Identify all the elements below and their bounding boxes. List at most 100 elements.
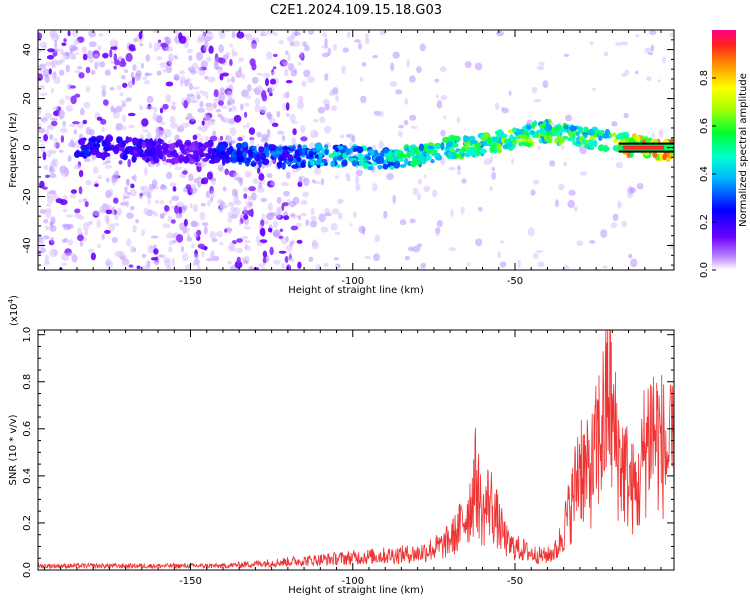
speckle-mark xyxy=(67,155,72,162)
speckle-mark xyxy=(54,39,58,49)
speckle-mark xyxy=(226,90,233,99)
speckle-mark xyxy=(97,244,101,249)
speckle-mark xyxy=(52,106,59,111)
speckle-mark xyxy=(43,164,49,170)
speckle-mark xyxy=(227,260,232,265)
ridge-mark xyxy=(113,148,119,155)
speckle-mark xyxy=(299,176,303,184)
speckle-mark xyxy=(139,42,144,47)
speckle-mark xyxy=(262,267,266,270)
speckle-mark xyxy=(264,78,270,87)
speckle-mark xyxy=(125,52,133,62)
ridge-mark xyxy=(457,148,466,154)
speckle-mark xyxy=(337,212,343,220)
ridge-mark xyxy=(520,134,528,140)
speckle-mark xyxy=(218,44,224,54)
speckle-mark xyxy=(163,47,169,51)
speckle-mark xyxy=(221,72,229,77)
speckle-mark xyxy=(320,226,329,233)
ridge-mark xyxy=(509,134,514,142)
ridge-mark xyxy=(84,148,90,157)
speckle-mark xyxy=(212,255,220,262)
speckle-mark xyxy=(233,114,242,123)
speckle-mark xyxy=(148,183,156,190)
ridge-mark xyxy=(397,158,405,162)
speckle-mark xyxy=(203,115,211,121)
speckle-mark xyxy=(141,253,147,258)
speckle-mark xyxy=(104,229,111,234)
speckle-mark xyxy=(200,60,208,69)
speckle-mark xyxy=(495,30,504,37)
ridge-mark xyxy=(116,139,121,144)
speckle-mark xyxy=(289,258,295,262)
speckle-mark xyxy=(361,62,367,67)
speckle-mark xyxy=(102,52,109,59)
speckle-mark xyxy=(448,166,456,171)
ridge-mark xyxy=(568,130,572,137)
speckle-mark xyxy=(47,195,54,204)
speckle-mark xyxy=(497,251,502,259)
ridge-mark xyxy=(133,156,137,161)
ridge-mark xyxy=(268,144,277,151)
speckle-mark xyxy=(291,120,299,125)
speckle-mark xyxy=(38,250,42,254)
ridge-mark xyxy=(145,141,152,150)
ridge-mark xyxy=(297,144,302,150)
snr-multiplier-prefix: (x10 xyxy=(9,303,20,326)
ridge-mark xyxy=(126,136,133,143)
x-tick-label: -50 xyxy=(507,276,523,287)
speckle-mark xyxy=(117,207,122,216)
speckle-mark xyxy=(65,214,74,218)
speckle-mark xyxy=(281,181,289,187)
x-tick-label: -150 xyxy=(179,276,202,287)
speckle-mark xyxy=(141,229,146,237)
speckle-mark xyxy=(236,31,245,39)
speckle-mark xyxy=(600,229,608,238)
speckle-mark xyxy=(216,230,224,238)
speckle-mark xyxy=(82,53,88,61)
speckle-mark xyxy=(206,200,211,207)
speckle-mark xyxy=(200,30,205,33)
speckle-mark xyxy=(203,225,208,235)
speckle-mark xyxy=(142,129,149,133)
spectrogram-speckle-layer xyxy=(38,30,674,270)
speckle-mark xyxy=(252,76,259,84)
speckle-mark xyxy=(206,171,213,180)
ridge-mark xyxy=(248,149,253,158)
speckle-mark xyxy=(266,173,273,178)
ridge-mark xyxy=(335,147,339,153)
speckle-mark xyxy=(230,206,237,212)
speckle-mark xyxy=(634,70,639,75)
speckle-mark xyxy=(501,107,509,114)
speckle-mark xyxy=(282,92,287,99)
speckle-mark xyxy=(304,44,310,52)
speckle-mark xyxy=(558,183,565,191)
speckle-mark xyxy=(250,138,255,148)
speckle-mark xyxy=(120,58,126,66)
speckle-mark xyxy=(231,212,239,219)
speckle-mark xyxy=(207,118,215,123)
speckle-mark xyxy=(309,220,318,228)
speckle-mark xyxy=(185,116,190,120)
speckle-mark xyxy=(183,99,189,109)
ridge-mark xyxy=(388,156,395,162)
speckle-mark xyxy=(372,55,378,59)
speckle-mark xyxy=(296,100,304,110)
speckle-mark xyxy=(499,240,505,244)
speckle-mark xyxy=(166,265,172,270)
speckle-mark xyxy=(171,195,180,201)
ridge-mark xyxy=(291,146,296,151)
speckle-mark xyxy=(395,89,403,95)
speckle-mark xyxy=(206,56,212,62)
speckle-mark xyxy=(262,256,267,264)
speckle-mark xyxy=(242,259,249,264)
speckle-mark xyxy=(311,179,316,183)
speckle-mark xyxy=(115,105,123,113)
speckle-mark xyxy=(285,171,291,180)
speckle-mark xyxy=(296,239,303,244)
speckle-mark xyxy=(246,33,253,41)
speckle-mark xyxy=(159,200,165,205)
speckle-mark xyxy=(61,252,70,262)
speckle-mark xyxy=(533,252,539,259)
y-tick-label: 40 xyxy=(22,43,33,56)
